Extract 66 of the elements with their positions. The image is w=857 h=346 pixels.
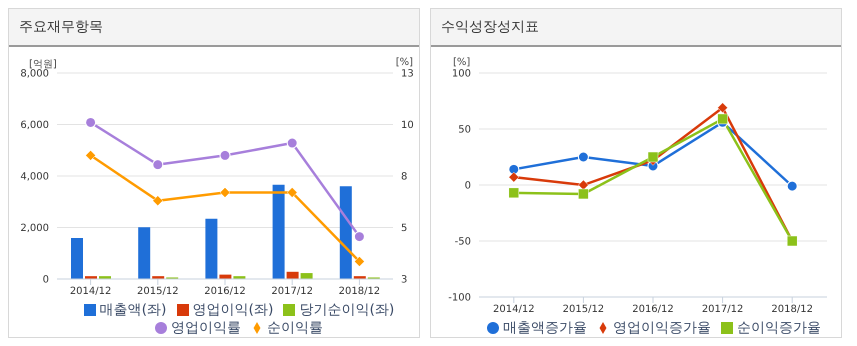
legend-label: 영업이익증가율 [613, 320, 711, 336]
x-tick-label: 2017/12 [702, 304, 744, 316]
legend-label: 영업이익률 [171, 320, 241, 336]
point [578, 152, 589, 162]
chart-title: 주요재무항목 [9, 9, 419, 47]
y-tick-label: 0 [42, 274, 49, 286]
point [578, 180, 589, 190]
y-tick-label: 8,000 [20, 68, 49, 80]
legend-label: 매출액증가율 [503, 320, 587, 336]
y-axis-title: [%] [453, 57, 470, 68]
x-tick-label: 2015/12 [137, 286, 179, 298]
x-tick-label: 2016/12 [632, 304, 674, 316]
legend-label: 순이익률 [267, 320, 323, 336]
legend-label: 매출액(좌) [100, 302, 167, 318]
x-tick-label: 2016/12 [204, 286, 246, 298]
y2-tick-label: 8 [401, 172, 408, 183]
bar [205, 218, 218, 279]
y2-tick-label: 3 [401, 274, 408, 286]
x-tick-label: 2017/12 [271, 286, 313, 298]
y-tick-label: 4,000 [20, 172, 49, 183]
point [508, 172, 520, 182]
x-tick-label: 2014/12 [70, 286, 112, 298]
y-axis-title: [억원] [29, 58, 57, 70]
point [220, 150, 230, 161]
bar [286, 272, 299, 279]
bar [138, 227, 150, 279]
point [220, 187, 230, 198]
bar [300, 273, 313, 279]
y2-axis-title: [%] [396, 57, 413, 68]
x-tick-label: 2018/12 [771, 304, 813, 316]
point [286, 187, 298, 198]
point [85, 150, 96, 161]
bar [340, 186, 352, 279]
point [717, 102, 728, 113]
point [152, 195, 164, 206]
y-tick-label: 100 [452, 68, 471, 80]
bar [219, 274, 232, 279]
y2-tick-label: 5 [401, 223, 408, 234]
y2-tick-label: 10 [401, 120, 414, 132]
point [508, 188, 520, 198]
x-tick-label: 2018/12 [338, 286, 380, 298]
y-tick-label: 0 [464, 180, 471, 192]
x-tick-label: 2015/12 [562, 304, 604, 316]
point [578, 188, 589, 200]
point [648, 152, 658, 162]
point [786, 180, 798, 192]
point [152, 159, 164, 170]
point [85, 116, 96, 128]
y-tick-label: -100 [448, 292, 471, 304]
point [354, 256, 365, 267]
point [354, 231, 365, 242]
legend-label: 영업이익(좌) [192, 302, 274, 318]
y2-tick-label: 13 [401, 68, 414, 80]
x-tick-label: 2014/12 [493, 304, 535, 316]
y-tick-label: 2,000 [20, 223, 49, 234]
point [508, 164, 520, 175]
bar [71, 238, 83, 279]
legend-label: 당기순이익(좌) [299, 302, 394, 318]
bar [272, 184, 285, 279]
y-tick-label: -50 [454, 236, 471, 248]
point [286, 138, 298, 149]
y-tick-label: 6,000 [20, 120, 49, 132]
legend-label: 순이익증가율 [737, 320, 821, 336]
y-tick-label: 50 [458, 124, 471, 136]
chart-title: 수익성장성지표 [431, 9, 841, 47]
point [717, 114, 728, 124]
